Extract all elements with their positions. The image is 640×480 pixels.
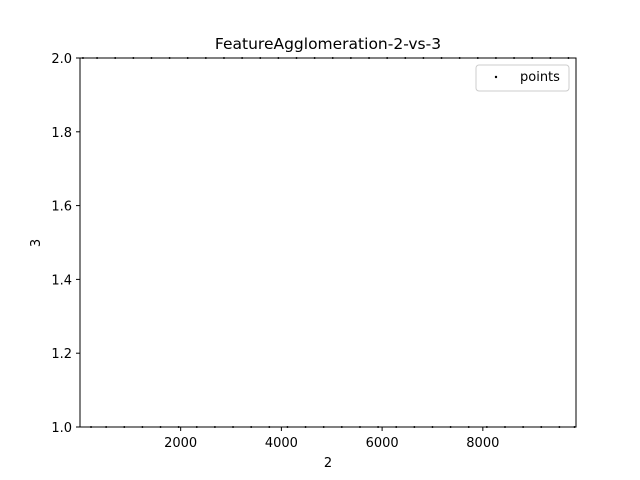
y-tick-label: 2.0 xyxy=(51,52,72,67)
y-tick-label: 1.4 xyxy=(51,273,72,288)
legend-box xyxy=(475,64,570,92)
x-tick-label: 4000 xyxy=(265,436,298,451)
y-axis-ticks: 1.0 1.2 1.4 1.6 1.8 2.0 xyxy=(51,52,80,436)
x-tick-label: 2000 xyxy=(164,436,197,451)
y-tick-label: 1.0 xyxy=(51,421,72,436)
x-axis-ticks: 2000 4000 6000 8000 xyxy=(164,427,499,451)
legend-label: points xyxy=(520,70,560,85)
chart-title: FeatureAgglomeration-2-vs-3 xyxy=(215,35,441,53)
plot-points xyxy=(81,57,576,428)
y-tick-label: 1.8 xyxy=(51,126,72,141)
y-axis-label: 3 xyxy=(29,239,44,247)
y-tick-label: 1.2 xyxy=(51,347,72,362)
plot-frame xyxy=(79,57,577,428)
x-tick-label: 6000 xyxy=(366,436,399,451)
x-tick-label: 8000 xyxy=(466,436,499,451)
legend: points xyxy=(475,64,570,92)
legend-marker xyxy=(494,75,498,79)
y-tick-label: 1.6 xyxy=(51,200,72,215)
x-axis-label: 2 xyxy=(324,456,332,471)
